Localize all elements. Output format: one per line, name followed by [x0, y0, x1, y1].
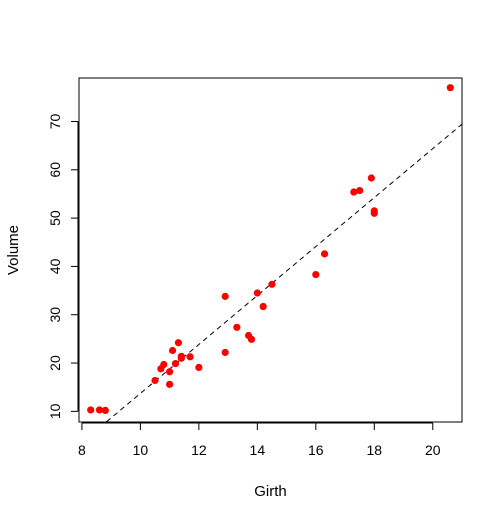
data-point: [168, 346, 177, 355]
x-tick-label: 8: [78, 442, 86, 458]
data-point: [253, 289, 261, 297]
data-point: [87, 406, 95, 414]
data-point: [356, 186, 364, 195]
data-point: [177, 352, 185, 360]
data-point: [160, 360, 168, 369]
x-tick-label: 16: [308, 442, 324, 458]
data-point: [268, 280, 276, 288]
y-tick-label: 40: [47, 258, 63, 274]
x-axis: 8 10 12 14 16 18 20: [78, 422, 441, 458]
y-tick-label: 20: [47, 355, 63, 371]
y-axis: 10 20 30 40 50 60 70: [47, 113, 79, 419]
data-point: [233, 323, 241, 331]
data-point: [259, 302, 267, 311]
data-point: [221, 292, 229, 300]
data-point: [166, 380, 174, 388]
data-point: [174, 339, 183, 347]
y-tick-label: 70: [47, 113, 63, 129]
data-point: [171, 359, 180, 368]
x-tick-label: 10: [133, 442, 149, 458]
data-point: [446, 84, 454, 92]
data-point: [166, 368, 174, 376]
data-point: [221, 348, 229, 357]
data-point: [367, 174, 375, 182]
data-point: [312, 271, 320, 279]
data-point: [247, 335, 256, 343]
data-point: [186, 353, 194, 361]
data-point: [320, 250, 329, 258]
x-axis-label: Girth: [254, 483, 287, 500]
data-point: [350, 188, 358, 196]
data-point: [101, 406, 109, 415]
x-tick-label: 12: [191, 442, 207, 458]
data-point: [95, 406, 104, 414]
data-point: [151, 376, 159, 385]
y-tick-label: 30: [47, 307, 63, 323]
x-tick-label: 14: [250, 442, 266, 458]
y-tick-label: 60: [47, 162, 63, 178]
x-tick-label: 20: [425, 442, 441, 458]
y-tick-label: 10: [47, 403, 63, 419]
data-point: [195, 363, 203, 372]
plot-frame: [78, 77, 463, 423]
y-axis-label: Volume: [5, 225, 22, 275]
x-tick-label: 18: [367, 442, 383, 458]
y-tick-label: 50: [47, 210, 63, 226]
fit-line: [105, 123, 462, 422]
data-point: [370, 209, 378, 217]
